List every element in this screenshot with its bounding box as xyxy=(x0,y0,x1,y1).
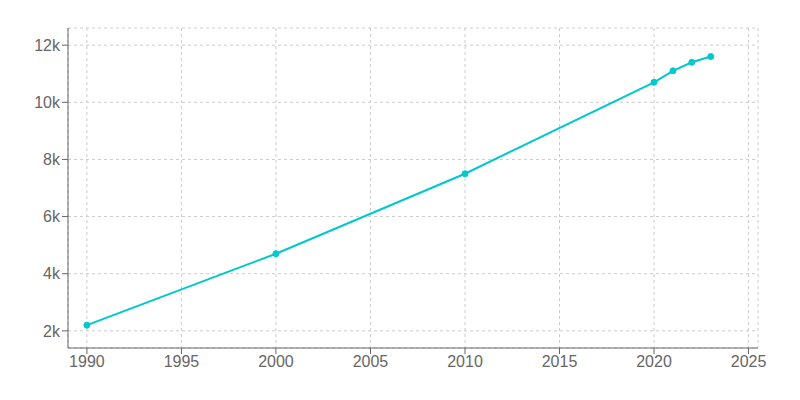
svg-text:2015: 2015 xyxy=(542,353,578,370)
svg-text:2000: 2000 xyxy=(258,353,294,370)
svg-text:2k: 2k xyxy=(43,323,61,340)
svg-text:2025: 2025 xyxy=(731,353,767,370)
svg-text:4k: 4k xyxy=(43,265,61,282)
svg-text:2020: 2020 xyxy=(636,353,672,370)
svg-text:1990: 1990 xyxy=(69,353,105,370)
svg-text:1995: 1995 xyxy=(164,353,200,370)
svg-text:12k: 12k xyxy=(34,37,61,54)
svg-text:6k: 6k xyxy=(43,208,61,225)
svg-text:10k: 10k xyxy=(34,94,61,111)
svg-text:2010: 2010 xyxy=(447,353,483,370)
svg-text:8k: 8k xyxy=(43,151,61,168)
svg-text:2005: 2005 xyxy=(353,353,389,370)
